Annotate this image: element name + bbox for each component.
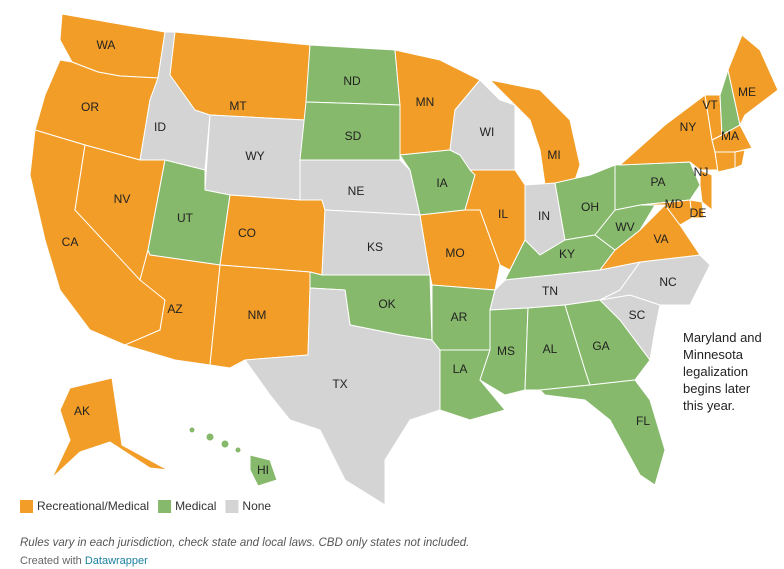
state-label: AK xyxy=(74,404,90,418)
state-label: WI xyxy=(480,125,495,139)
hawaii-island xyxy=(234,446,242,454)
note: Rules vary in each jurisdiction, check s… xyxy=(20,537,469,549)
legend-swatch xyxy=(20,500,33,513)
state-label: IN xyxy=(538,209,550,223)
state-label: AL xyxy=(543,342,558,356)
state-label: WA xyxy=(97,38,116,52)
annotation-line: Maryland and xyxy=(683,330,762,345)
state-label: NC xyxy=(659,275,677,289)
state xyxy=(219,194,326,276)
state xyxy=(244,287,441,506)
state-label: NJ xyxy=(694,165,709,179)
label-layer: WA OR CA NV ID MT WY UT AZ CO NM ND SD NE KS OK TX MN IA MO… xyxy=(62,38,756,477)
state-label: TX xyxy=(332,377,347,391)
state-label: MO xyxy=(445,246,464,260)
state xyxy=(714,151,736,173)
state-label: ID xyxy=(154,120,166,134)
state xyxy=(699,169,713,211)
state-label: VA xyxy=(653,232,668,246)
state-label: MS xyxy=(497,344,515,358)
state-label: CO xyxy=(238,226,256,240)
state xyxy=(734,149,746,169)
state-label: MD xyxy=(665,197,684,211)
state-label: MA xyxy=(721,129,739,143)
state-label: NM xyxy=(248,308,267,322)
state-label: HI xyxy=(257,463,269,477)
state-label: WV xyxy=(615,220,634,234)
state-label: MN xyxy=(416,95,435,109)
state xyxy=(249,454,278,487)
state-label: OR xyxy=(81,100,99,114)
state-label: KS xyxy=(367,240,383,254)
annotation-line: legalization xyxy=(683,364,748,379)
state-layer xyxy=(29,13,779,506)
credit-text: Created with xyxy=(20,555,82,567)
state-label: NE xyxy=(348,184,365,198)
annotation-line: begins later xyxy=(683,381,751,396)
state-label: DE xyxy=(690,206,707,220)
state-label: AR xyxy=(451,310,468,324)
state-label: WY xyxy=(245,149,264,163)
annotation: Maryland and Minnesota legalization begins … xyxy=(683,330,762,413)
legend: Recreational/Medical Medical None xyxy=(20,499,271,513)
legend-label: Recreational/Medical xyxy=(37,499,149,513)
state-label: MT xyxy=(229,99,247,113)
credit-link[interactable]: Datawrapper xyxy=(85,555,148,567)
annotation-line: this year. xyxy=(683,398,735,413)
state-label: AZ xyxy=(167,302,182,316)
state-label: SD xyxy=(345,129,362,143)
state xyxy=(539,379,666,486)
credit: Created with Datawrapper xyxy=(20,555,148,567)
state xyxy=(639,199,693,226)
state-label: GA xyxy=(592,339,609,353)
state-label: KY xyxy=(559,247,575,261)
state-label: ME xyxy=(738,85,756,99)
hawaii-island xyxy=(220,439,230,449)
state-label: UT xyxy=(177,211,194,225)
state-label: LA xyxy=(453,362,468,376)
state-label: OH xyxy=(581,200,599,214)
hawaii-island xyxy=(188,426,196,434)
legend-label: Medical xyxy=(175,499,216,513)
state xyxy=(51,377,169,479)
state-label: CA xyxy=(62,235,79,249)
state-label: SC xyxy=(629,308,646,322)
state-label: NV xyxy=(114,192,131,206)
state-label: TN xyxy=(542,284,558,298)
legend-label: None xyxy=(242,499,271,513)
state-label: IL xyxy=(498,207,508,221)
state-label: IA xyxy=(436,176,447,190)
hawaii-island xyxy=(205,432,215,442)
state-label: ND xyxy=(343,74,361,88)
state-label: PA xyxy=(650,175,665,189)
annotation-line: Minnesota xyxy=(683,347,744,362)
state-label: MI xyxy=(547,148,560,162)
state xyxy=(464,169,526,271)
state-label: FL xyxy=(636,414,650,428)
state-label: VT xyxy=(702,98,718,112)
state-label: OK xyxy=(378,297,395,311)
state-label: NY xyxy=(680,120,697,134)
legend-swatch xyxy=(225,500,239,513)
legend-swatch xyxy=(158,500,172,513)
